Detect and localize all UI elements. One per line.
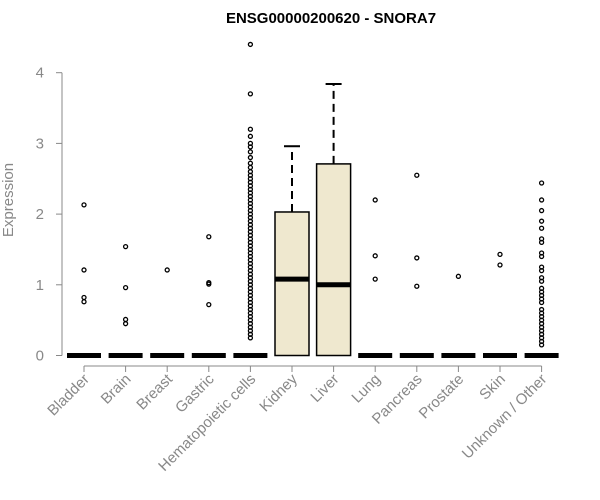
box-lung bbox=[358, 197, 393, 358]
outlier-point bbox=[164, 267, 170, 273]
outlier-point bbox=[538, 278, 545, 284]
outlier-point bbox=[206, 234, 212, 240]
outlier-point bbox=[122, 321, 129, 327]
outlier-point bbox=[247, 164, 254, 171]
box-pancreas bbox=[399, 172, 434, 358]
outlier-point bbox=[372, 253, 378, 259]
outlier-point bbox=[81, 299, 87, 305]
box-prostate bbox=[441, 273, 476, 358]
box-gastric bbox=[191, 234, 226, 358]
box-rect bbox=[315, 163, 352, 357]
outlier-point bbox=[538, 239, 545, 246]
outlier-point bbox=[538, 225, 545, 231]
outlier-point bbox=[538, 299, 545, 306]
outlier-point bbox=[81, 267, 87, 273]
outlier-point bbox=[538, 218, 545, 224]
outlier-point bbox=[372, 197, 378, 203]
outlier-point bbox=[247, 126, 254, 132]
x-tick-label: Skin bbox=[476, 371, 509, 404]
y-tick-label: 1 bbox=[36, 277, 44, 294]
x-tick-label: Breast bbox=[133, 370, 176, 413]
outlier-point bbox=[538, 207, 545, 214]
outlier-point bbox=[538, 180, 545, 186]
y-tick-label: 2 bbox=[36, 206, 44, 223]
outlier-point bbox=[538, 342, 545, 348]
y-tick-label: 3 bbox=[36, 135, 44, 152]
box-rect bbox=[274, 211, 310, 357]
box-bladder bbox=[67, 202, 101, 358]
outlier-point bbox=[538, 197, 545, 203]
outlier-point bbox=[81, 202, 87, 208]
box-hematopoietic-cells bbox=[233, 41, 268, 358]
outlier-point bbox=[372, 276, 378, 282]
y-tick-label: 0 bbox=[36, 348, 44, 365]
y-tick-label: 4 bbox=[36, 65, 44, 82]
box-liver bbox=[315, 83, 352, 357]
outlier-point bbox=[247, 335, 254, 341]
box-breast bbox=[150, 267, 185, 358]
outlier-point bbox=[414, 255, 420, 261]
outlier-point bbox=[247, 149, 254, 155]
x-tick-label: Prostate bbox=[416, 371, 468, 423]
box-kidney bbox=[274, 145, 310, 357]
outlier-point bbox=[455, 273, 462, 279]
x-tick-label: Liver bbox=[307, 371, 342, 406]
outlier-point bbox=[122, 316, 129, 323]
box-brain bbox=[108, 243, 143, 358]
outlier-point bbox=[122, 243, 129, 250]
outlier-point bbox=[247, 160, 254, 166]
x-tick-label: Kidney bbox=[256, 370, 301, 415]
x-tick-label: Lung bbox=[348, 371, 384, 407]
outlier-point bbox=[414, 172, 420, 178]
box-skin bbox=[483, 251, 517, 358]
outlier-point bbox=[497, 251, 503, 258]
outlier-point bbox=[538, 253, 545, 260]
outlier-point bbox=[247, 91, 254, 97]
outlier-point bbox=[414, 283, 420, 289]
box-unknown-other bbox=[524, 180, 559, 358]
y-axis-label: Expression bbox=[0, 163, 17, 237]
outlier-point bbox=[538, 268, 545, 274]
x-tick-label: Brain bbox=[98, 371, 135, 408]
chart-title: ENSG00000200620 - SNORA7 bbox=[226, 10, 436, 27]
outlier-point bbox=[206, 301, 212, 308]
outlier-point bbox=[247, 41, 254, 48]
outlier-point bbox=[247, 133, 254, 139]
x-tick-label: Bladder bbox=[44, 371, 93, 420]
outlier-point bbox=[247, 154, 254, 161]
outlier-point bbox=[122, 284, 129, 291]
outlier-point bbox=[497, 262, 503, 268]
outlier-point bbox=[247, 144, 254, 150]
outlier-point bbox=[81, 294, 87, 301]
boxes bbox=[67, 41, 559, 358]
outlier-point bbox=[206, 281, 212, 287]
